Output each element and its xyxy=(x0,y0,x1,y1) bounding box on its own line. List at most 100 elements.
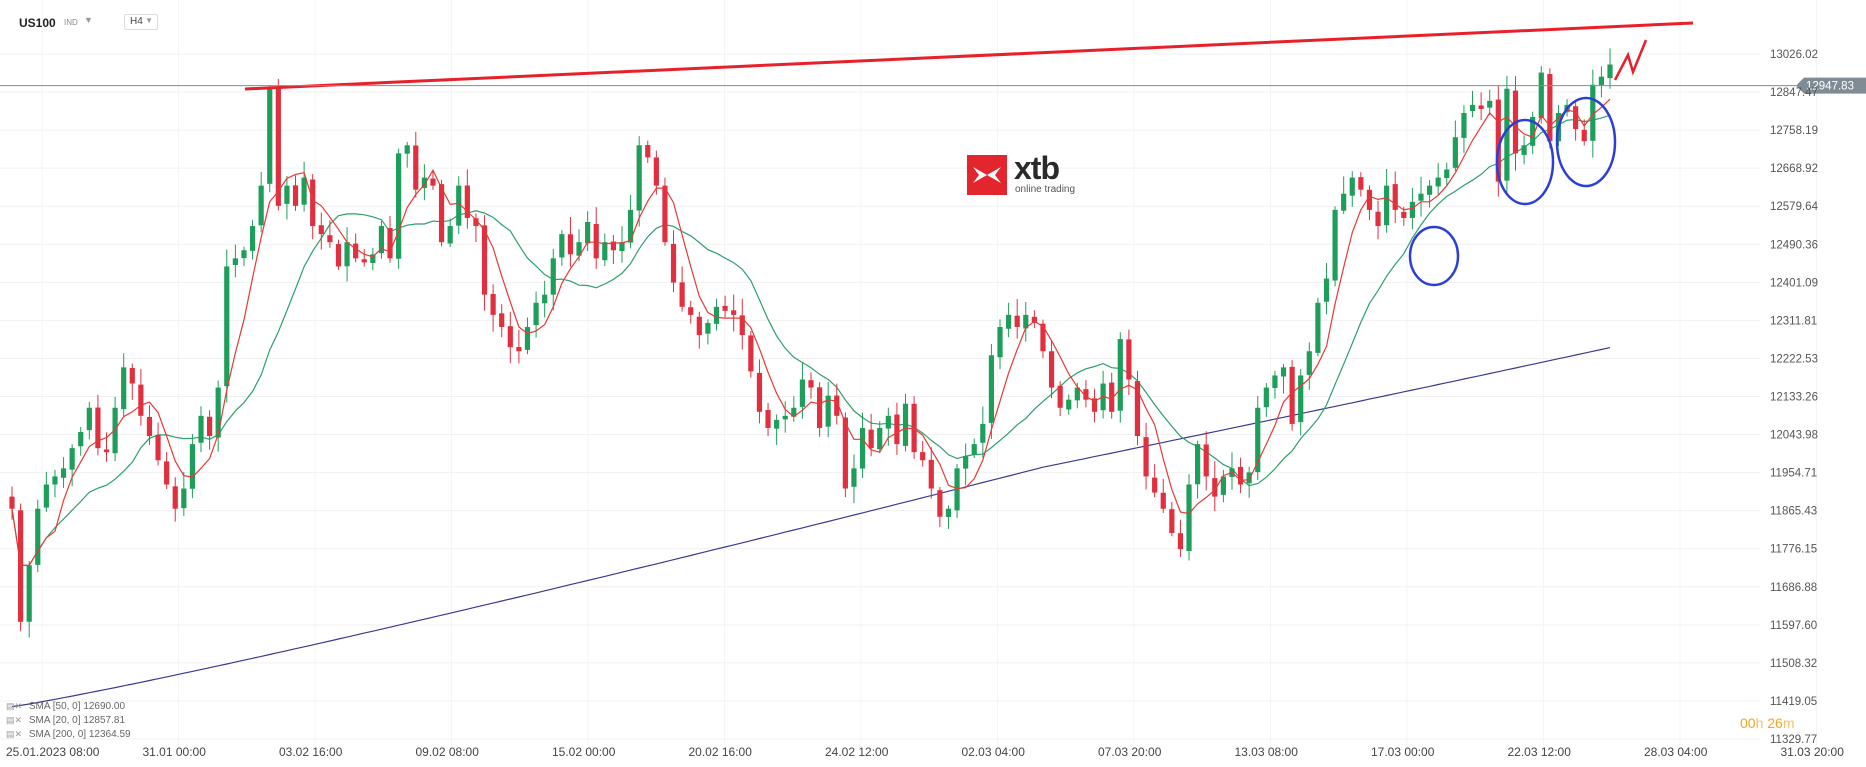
candle-down xyxy=(1375,200,1381,240)
candle-body xyxy=(1495,99,1501,182)
candle-body xyxy=(490,293,496,315)
candle-body xyxy=(198,415,204,443)
time-tick-label: 17.03 00:00 xyxy=(1371,745,1435,759)
candle-body xyxy=(1401,211,1407,218)
candle-up xyxy=(585,211,591,252)
highlight-circle xyxy=(1408,225,1460,287)
timer-h: h xyxy=(1755,715,1764,731)
settings-close-icon[interactable]: ▤✕ xyxy=(6,715,23,725)
candle-up xyxy=(1607,48,1613,89)
candle-body xyxy=(533,302,539,326)
candle-down xyxy=(438,179,445,247)
symbol-label[interactable]: US100 xyxy=(19,16,56,30)
price-tick-label: 11508.32 xyxy=(1770,658,1817,670)
candle-down xyxy=(103,432,110,462)
candle-body xyxy=(1358,177,1364,190)
candle-up xyxy=(791,396,797,422)
candle-body xyxy=(430,178,436,186)
candle-down xyxy=(310,174,316,240)
candle-up xyxy=(782,401,788,433)
candle-down xyxy=(834,383,840,425)
candle-up xyxy=(1384,169,1390,233)
candle-up xyxy=(550,248,556,311)
candle-up xyxy=(421,164,427,201)
time-tick-label: 07.03 20:00 xyxy=(1098,745,1162,759)
candle-body xyxy=(215,387,221,438)
candle-body xyxy=(1169,509,1175,533)
candle-down xyxy=(1160,478,1166,513)
candle-up xyxy=(963,443,969,486)
legend-item-sma50[interactable]: ▤✕ SMA [50, 0] 12690.00 xyxy=(6,701,125,712)
candle-down xyxy=(688,300,694,324)
candle-up xyxy=(396,148,402,269)
time-tick-label: 28.03 04:00 xyxy=(1644,745,1708,759)
price-tick-label: 12043.98 xyxy=(1770,430,1818,442)
candle-down xyxy=(1014,299,1020,339)
time-tick-label: 20.02 16:00 xyxy=(689,745,753,759)
candle-body xyxy=(688,307,694,315)
candle-body xyxy=(370,254,376,263)
candle-body xyxy=(567,234,574,255)
candle-body xyxy=(1315,302,1321,353)
time-tick-label: 22.03 12:00 xyxy=(1508,745,1572,759)
price-tick-label: 11329.77 xyxy=(1770,734,1817,746)
candle-countdown: 00h 26m xyxy=(1740,715,1795,731)
settings-close-icon[interactable]: ▤✕ xyxy=(6,701,23,711)
candle-down xyxy=(1143,422,1149,490)
candle-up xyxy=(971,438,977,458)
candle-up xyxy=(1590,69,1596,158)
candle-up xyxy=(851,454,857,504)
timeframe-select[interactable]: H4 ▼ xyxy=(124,14,158,30)
candle-body xyxy=(207,416,213,437)
legend-label: SMA [200, 0] xyxy=(28,729,87,740)
candle-body xyxy=(1109,382,1115,412)
candle-down xyxy=(894,402,900,455)
candle-body xyxy=(877,427,883,450)
settings-close-icon[interactable]: ▤✕ xyxy=(6,729,23,739)
candle-body xyxy=(1349,177,1355,196)
candle-down xyxy=(1134,370,1141,446)
candle-body xyxy=(902,403,909,446)
legend-item-sma20[interactable]: ▤✕ SMA [20, 0] 12857.81 xyxy=(6,715,125,726)
candles xyxy=(9,48,1613,638)
price-tick-label: 11865.43 xyxy=(1770,506,1817,518)
candle-down xyxy=(335,239,342,270)
candle-body xyxy=(1384,185,1390,226)
candle-body xyxy=(679,282,685,307)
current-price-label: 12947.83 xyxy=(1806,81,1854,93)
sma-200-line xyxy=(11,347,1611,708)
candle-body xyxy=(834,395,840,416)
candle-body xyxy=(138,384,144,416)
candle-body xyxy=(627,209,634,243)
price-tick-label: 12490.36 xyxy=(1770,239,1818,251)
candle-up xyxy=(1504,75,1510,193)
candle-body xyxy=(954,468,960,511)
candle-body xyxy=(387,228,393,259)
price-tick-label: 11686.88 xyxy=(1770,582,1817,594)
candle-up xyxy=(241,246,247,266)
candle-body xyxy=(1246,472,1252,484)
candle-body xyxy=(885,415,891,429)
candle-body xyxy=(164,461,170,485)
candle-body xyxy=(997,326,1003,358)
legend-item-sma200[interactable]: ▤✕ SMA [200, 0] 12364.59 xyxy=(6,729,131,740)
candle-down xyxy=(610,235,616,264)
candle-up xyxy=(988,343,995,440)
candle-body xyxy=(731,310,737,315)
candle-body xyxy=(1212,478,1218,497)
candle-up xyxy=(1255,396,1261,481)
price-tick-label: 12668.92 xyxy=(1770,163,1818,175)
candle-body xyxy=(928,459,934,489)
time-axis: 25.01.2023 08:00 31.01 00:00 03.02 16:00 09… xyxy=(6,745,1844,759)
candle-up xyxy=(1298,368,1304,436)
candle-down xyxy=(129,363,135,400)
candle-body xyxy=(1083,389,1089,400)
candle-body xyxy=(911,403,917,453)
candle-body xyxy=(241,250,247,259)
candle-body xyxy=(78,431,84,447)
candle-body xyxy=(17,510,24,622)
candle-up xyxy=(533,291,539,338)
price-tick-label: 13026.02 xyxy=(1770,49,1818,61)
chevron-down-icon[interactable]: ▼ xyxy=(84,15,93,25)
